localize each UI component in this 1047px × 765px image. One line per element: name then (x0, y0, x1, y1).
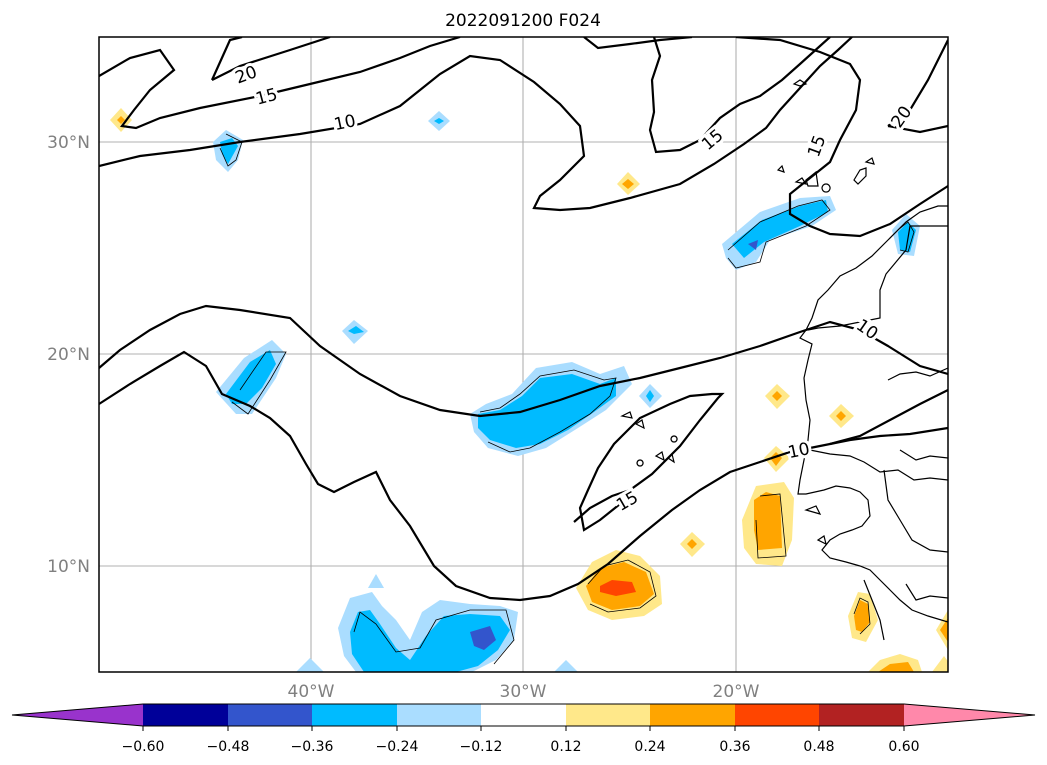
cape-verde-island (654, 451, 665, 462)
border-line (807, 225, 948, 331)
shade-blue-dot (348, 326, 364, 334)
shade-orange-blob (854, 600, 870, 632)
border-line (899, 449, 948, 461)
canary-island (864, 157, 875, 165)
isoline-20 (210, 37, 243, 81)
lat-label-30n: 30°N (47, 133, 90, 153)
colorbar-swatch (143, 704, 228, 726)
shade-orange-dot (622, 179, 634, 189)
colorbar-swatch (397, 704, 481, 726)
lon-label-40w: 40°W (288, 682, 335, 702)
border-line (809, 449, 948, 481)
cape-verde-island (670, 435, 678, 443)
shade-yellow-blob (932, 656, 948, 672)
map-title: 2022091200 F024 (445, 11, 601, 31)
isoline-15 (735, 37, 948, 238)
colorbar-extend-max (904, 704, 1035, 726)
isoline-10 (829, 389, 948, 446)
cape-verde-island (636, 459, 644, 467)
azores-island (792, 79, 808, 87)
canary-island (794, 177, 808, 185)
bijagos-island (804, 505, 822, 515)
colorbar-tick-label: 0.12 (550, 739, 581, 755)
africa-coastline (797, 205, 948, 623)
isoline-10 (99, 37, 853, 212)
shade-orange-dot (687, 539, 697, 549)
colorbar-tick-label: −0.36 (291, 739, 334, 755)
cape-verde-island (634, 419, 645, 430)
colorbar-tick-label: −0.60 (122, 739, 165, 755)
isoline-10 (99, 350, 948, 602)
colorbar-tick-label: −0.12 (460, 739, 503, 755)
colorbar-tick-label: −0.48 (207, 739, 250, 755)
shade-lightblue-dot (296, 658, 324, 672)
shade-redorange-core (600, 580, 636, 596)
shade-blue-blob (898, 222, 916, 252)
colorbar-extend-min (12, 704, 143, 726)
shade-orange-blob (940, 618, 948, 642)
shade-orange-blob (754, 492, 782, 550)
colorbar-swatch (650, 704, 735, 726)
colorbar-tick-label: 0.60 (888, 739, 919, 755)
isolines (99, 37, 948, 602)
colorbar-swatch (481, 704, 566, 726)
shade-orange-dot (836, 411, 846, 421)
lat-label-20n: 20°N (47, 345, 90, 365)
cape-verde-island (620, 411, 633, 419)
colorbar-swatch (566, 704, 650, 726)
bijagos-island (816, 535, 827, 546)
colorbar-swatch (735, 704, 819, 726)
shaded-field (110, 108, 948, 672)
canary-island (821, 183, 831, 193)
colorbar: −0.60 −0.48 −0.36 −0.24 −0.12 0.12 0.24 0.36 0.4… (11, 703, 1036, 755)
border-line (863, 579, 885, 641)
shade-orange-dot (117, 116, 125, 124)
colorbar-swatch (228, 704, 312, 726)
colorbar-swatch (819, 704, 904, 726)
border-line (905, 583, 948, 601)
shade-blue-blob (226, 350, 276, 404)
map-frame (98, 36, 949, 673)
shade-lightblue-dot (554, 660, 578, 672)
isoline-15 (583, 37, 693, 50)
isoline-20 (211, 37, 331, 81)
lon-label-30w: 30°W (500, 682, 547, 702)
shade-blue-dot (646, 390, 654, 402)
colorbar-tick-label: 0.48 (803, 739, 834, 755)
colorbar-tick-label: 0.24 (634, 739, 665, 755)
colorbar-swatch (312, 704, 397, 726)
shade-lightblue-dot (368, 574, 384, 588)
isoline-20 (887, 39, 948, 127)
shade-darkblue-spot (748, 240, 758, 250)
isoline-15 (99, 37, 461, 130)
canary-island (853, 167, 867, 185)
isoline-15 (573, 392, 725, 532)
shade-blue-dot (434, 118, 444, 124)
shade-orange-dot (772, 391, 782, 401)
lon-label-20w: 20°W (713, 682, 760, 702)
lat-label-10n: 10°N (47, 557, 90, 577)
madeira-island (776, 164, 785, 173)
colorbar-tick-label: 0.36 (719, 739, 750, 755)
contour-label-10: 10 (332, 111, 357, 135)
anomaly-outlines (219, 133, 915, 665)
isoline-10 (99, 304, 948, 418)
colorbar-tick-label: −0.24 (376, 739, 419, 755)
isoline-15 (648, 37, 831, 154)
border-line (883, 469, 948, 553)
border-line (887, 367, 948, 381)
shade-blue-blob (350, 610, 510, 672)
shade-darkblue-spot (470, 626, 496, 650)
map-area: 20 15 10 15 15 20 10 15 10 (99, 37, 948, 672)
coastlines (620, 79, 948, 641)
isoline-20 (887, 124, 948, 134)
shade-orange-blob (878, 662, 914, 672)
